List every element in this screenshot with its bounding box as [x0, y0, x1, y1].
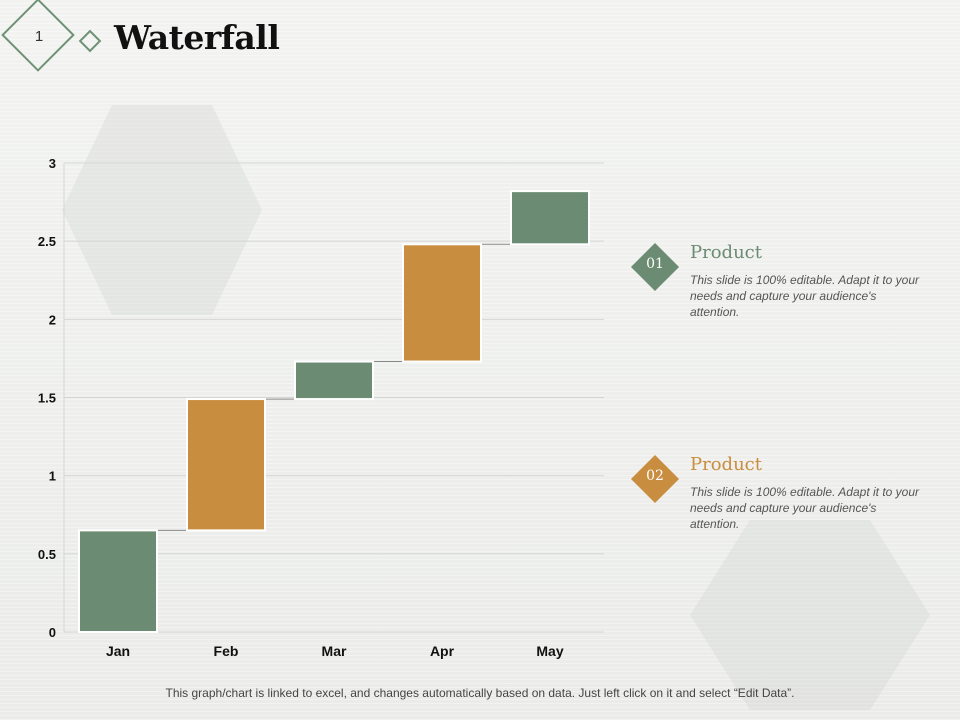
badge-number: 02: [646, 468, 664, 484]
card-text: This slide is 100% editable. Adapt it to…: [690, 485, 920, 531]
y-tick-label: 0: [49, 625, 56, 640]
waterfall-bar-feb[interactable]: [186, 398, 266, 532]
slide-title: Waterfall: [114, 18, 280, 57]
waterfall-bar-jan[interactable]: [78, 529, 158, 634]
page-number: 1: [34, 28, 44, 45]
x-tick-label: Apr: [430, 643, 455, 659]
y-tick-label: 1: [49, 469, 56, 484]
waterfall-bar-may[interactable]: [510, 190, 590, 246]
x-tick-label: Mar: [322, 643, 347, 659]
waterfall-bar-mar[interactable]: [294, 360, 374, 401]
card-heading: Product: [690, 454, 762, 475]
x-tick-label: Feb: [214, 643, 239, 659]
y-tick-label: 1.5: [38, 391, 56, 406]
card-heading: Product: [690, 242, 762, 263]
badge-number: 01: [646, 256, 664, 272]
waterfall-bar-apr[interactable]: [402, 243, 482, 363]
background-hexagon: [690, 520, 930, 710]
footer-note: This graph/chart is linked to excel, and…: [165, 686, 795, 700]
x-tick-label: Jan: [106, 643, 130, 659]
y-tick-label: 0.5: [38, 547, 56, 562]
y-tick-label: 2.5: [38, 234, 56, 249]
y-tick-label: 2: [49, 312, 56, 327]
x-tick-label: May: [536, 643, 563, 659]
y-tick-label: 3: [49, 156, 56, 171]
card-text: This slide is 100% editable. Adapt it to…: [690, 273, 920, 319]
